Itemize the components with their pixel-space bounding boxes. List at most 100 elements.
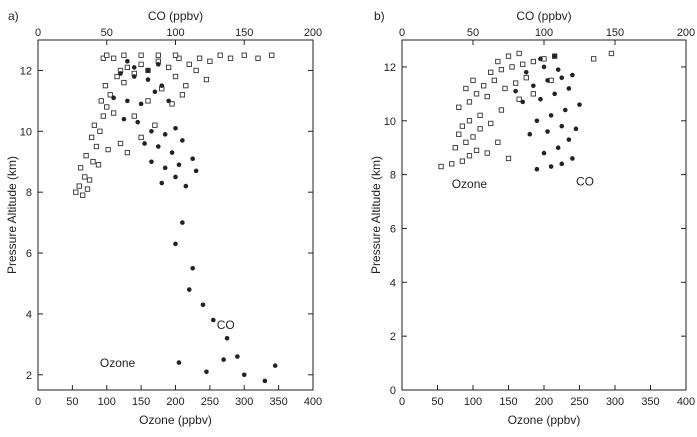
ozone-point <box>100 113 106 119</box>
ozone-point <box>530 91 537 97</box>
ozone-point <box>530 58 537 65</box>
co-point <box>534 118 540 124</box>
ozone-point <box>95 162 102 168</box>
ozone-point <box>80 192 86 198</box>
ozone-point <box>473 91 480 97</box>
co-point <box>555 67 561 72</box>
x-top-tick-label: 150 <box>606 27 624 39</box>
ozone-point <box>498 66 505 73</box>
ozone-point <box>456 131 462 137</box>
ozone-point <box>138 134 144 141</box>
co-point <box>563 107 568 113</box>
co-point <box>534 166 540 172</box>
ozone-point <box>459 158 465 164</box>
y-axis-title: Pressure Altitude (km) <box>5 156 19 274</box>
ozone-point <box>505 53 512 59</box>
ozone-point <box>138 52 144 58</box>
co-point <box>162 165 168 171</box>
ozone-point <box>484 150 490 156</box>
x-bottom-tick-label: 250 <box>201 396 219 408</box>
co-point <box>121 116 127 122</box>
ozone-point <box>456 104 462 110</box>
ozone-point <box>176 55 182 61</box>
co-point <box>552 53 557 59</box>
ozone-point <box>172 52 179 58</box>
co-point <box>555 145 561 150</box>
ozone-point <box>172 73 179 80</box>
ozone-point <box>498 107 505 113</box>
ozone-point <box>193 67 199 74</box>
ozone-point <box>495 58 501 65</box>
x-bottom-tick-label: 350 <box>269 396 287 408</box>
x-bottom-tick-label: 100 <box>98 396 116 408</box>
y-tick-label: 10 <box>20 126 32 138</box>
ozone-point <box>152 122 158 128</box>
x-top-tick-label: 0 <box>35 27 41 39</box>
co-point <box>235 354 240 359</box>
ozone-point <box>241 52 247 58</box>
ozone-point <box>473 147 480 154</box>
x-bottom-tick-label: 200 <box>166 396 184 408</box>
ozone-point <box>438 163 444 170</box>
ozone-point <box>114 73 120 80</box>
ozone-point <box>227 55 234 61</box>
co-point <box>145 77 151 82</box>
co-point <box>224 335 230 341</box>
co-point <box>200 302 206 308</box>
y-tick-label: 6 <box>390 223 396 235</box>
y-tick-label: 4 <box>26 309 32 321</box>
annotation-co: CO <box>576 174 594 188</box>
plot-frame <box>37 39 314 391</box>
ozone-point <box>203 76 210 83</box>
x-top-tick-label: 0 <box>399 27 405 39</box>
co-point <box>570 72 575 78</box>
ozone-point <box>523 75 529 81</box>
co-point <box>131 74 137 79</box>
x-bottom-axis-title: Ozone (ppbv) <box>139 413 212 427</box>
ozone-point <box>97 128 103 134</box>
y-tick-label: 2 <box>26 370 32 382</box>
ozone-point <box>124 149 131 156</box>
co-point <box>531 83 536 89</box>
ozone-point <box>145 98 151 104</box>
x-top-tick-label: 100 <box>166 27 184 39</box>
co-point <box>566 86 572 91</box>
x-top-tick-label: 50 <box>101 27 113 39</box>
co-point <box>162 132 168 137</box>
co-point <box>173 125 178 131</box>
ozone-point <box>466 118 473 124</box>
co-point <box>138 101 144 107</box>
panel-a: 0 50 100 150 200 250 300 350 400 0 50 100 150 200 2 4 6 8… <box>5 9 322 427</box>
ozone-point <box>124 64 131 71</box>
x-bottom-tick-label: 350 <box>641 396 659 408</box>
co-point <box>159 180 165 186</box>
ozone-point <box>82 174 88 180</box>
y-tick-label: 12 <box>384 62 396 74</box>
co-point <box>111 95 116 101</box>
x-bottom-tick-label: 400 <box>677 396 695 408</box>
y-tick-label: 0 <box>390 385 396 397</box>
x-bottom-tick-label: 150 <box>499 396 517 408</box>
ozone-point <box>169 101 175 107</box>
ozone-point <box>86 177 93 183</box>
ozone-point <box>110 55 117 61</box>
co-point <box>145 68 151 73</box>
x-bottom-tick-label: 100 <box>464 396 482 408</box>
co-point <box>169 150 175 155</box>
ozone-point <box>131 113 137 119</box>
co-point <box>573 126 579 132</box>
x-top-axis-title: CO (ppbv) <box>148 9 203 23</box>
ozone-point <box>121 52 127 58</box>
ozone-point <box>505 155 512 162</box>
ozone-point <box>470 134 476 140</box>
ozone-point <box>466 99 473 105</box>
x-bottom-tick-label: 200 <box>535 396 553 408</box>
ozone-point <box>110 110 117 116</box>
co-point <box>545 78 550 83</box>
ozone-point <box>495 139 501 145</box>
y-tick-label: 2 <box>390 331 396 343</box>
ozone-point <box>591 56 597 62</box>
ozone-point <box>481 83 487 89</box>
x-bottom-tick-label: 400 <box>304 396 322 408</box>
